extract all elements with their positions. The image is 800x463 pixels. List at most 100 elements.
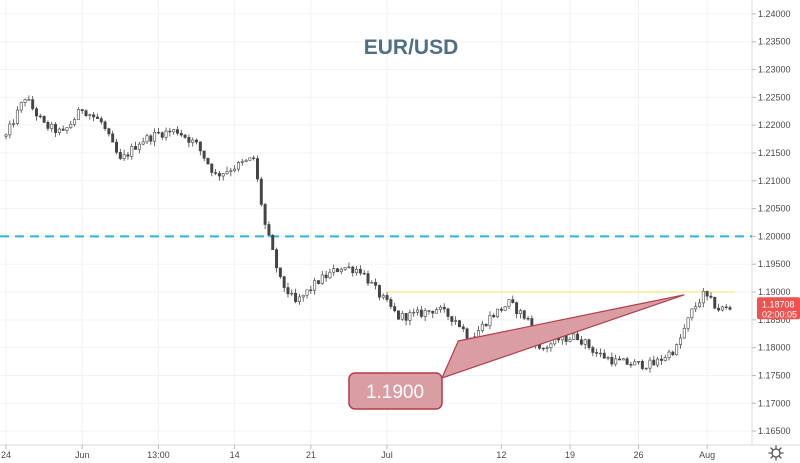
candle-up (320, 274, 324, 284)
candle-down (484, 323, 488, 327)
candle-up (583, 339, 587, 345)
candle-up (122, 154, 126, 159)
time-tick-label: 24 (1, 450, 11, 460)
candle-up (290, 292, 294, 295)
candle-down (179, 132, 183, 136)
candle-down (206, 157, 210, 165)
candle-up (343, 267, 347, 270)
candle-up (682, 328, 686, 339)
candle-up (667, 351, 671, 358)
candle-up (549, 343, 553, 348)
candle-down (717, 307, 721, 311)
price-tick-label: 1.22000 (758, 120, 791, 130)
candle-up (8, 123, 12, 136)
candle-down (526, 317, 530, 320)
candle-down (259, 178, 263, 205)
candle-up (313, 280, 317, 291)
candle-up (370, 282, 374, 284)
time-axis-ticks: 24 Jun 13:00 14 21 Jul 12 19 26 Aug (1, 445, 715, 460)
candle-up (76, 109, 80, 120)
candle-down (183, 134, 187, 138)
candle-down (217, 173, 221, 177)
candle-up (19, 102, 23, 111)
candle-up (545, 347, 549, 349)
candle-down (282, 276, 286, 288)
last-price-badge-bg (757, 297, 800, 320)
candle-up (141, 141, 145, 145)
candle-down (366, 273, 370, 284)
candle-down (397, 310, 400, 320)
candle-up (355, 268, 359, 274)
candle-up (69, 124, 73, 128)
candle-down (404, 313, 408, 321)
candle-up (698, 302, 701, 307)
candle-up (686, 317, 690, 329)
candle-up (678, 337, 682, 345)
price-tick-label: 1.18000 (758, 343, 791, 353)
candle-down (629, 364, 633, 366)
candle-down (256, 158, 259, 180)
candle-down (126, 154, 130, 157)
candle-down (195, 139, 199, 143)
candle-up (412, 311, 416, 314)
candle-down (95, 116, 99, 119)
candle-up (701, 290, 705, 304)
candle-down (461, 326, 465, 330)
price-tick-label: 1.19000 (758, 287, 791, 297)
candle-down (671, 351, 675, 355)
candle-down (511, 299, 515, 303)
candle-down (324, 274, 328, 279)
candle-up (633, 361, 637, 366)
candle-up (88, 114, 92, 116)
price-tick-label: 1.18500 (758, 315, 791, 325)
candle-down (618, 358, 621, 361)
candle-up (50, 123, 54, 129)
candle-up (221, 173, 225, 177)
candle-up (454, 320, 458, 322)
candle-down (35, 108, 38, 117)
candle-down (309, 289, 313, 291)
candle-up (301, 294, 305, 298)
candle-up (328, 271, 332, 279)
candle-up (507, 299, 511, 307)
candle-up (164, 130, 168, 138)
candle-down (187, 137, 191, 143)
candle-down (465, 328, 469, 339)
candle-down (358, 268, 362, 274)
candle-up (73, 119, 77, 125)
candle-up (400, 313, 404, 320)
candle-down (111, 133, 115, 143)
candle-down (705, 290, 709, 297)
price-tick-label: 1.20500 (758, 204, 791, 214)
last-price-value: 1.18708 (762, 299, 795, 309)
time-tick-label: 19 (565, 450, 575, 460)
candle-down (210, 163, 214, 173)
callout-box (348, 372, 443, 410)
candle-up (606, 357, 610, 359)
candle-down (99, 118, 103, 123)
candle-up (694, 306, 698, 310)
candle-down (286, 287, 290, 295)
last-price-badge: 1.18708 02:00:05 (757, 297, 800, 320)
time-tick-label: 21 (306, 450, 316, 460)
candle-up (172, 129, 176, 133)
candle-up (240, 161, 244, 163)
candle-down (336, 268, 339, 273)
candle-down (38, 115, 42, 118)
price-callout: 1.1900 (348, 294, 685, 410)
candle-down (576, 333, 580, 341)
candle-up (720, 306, 724, 311)
candle-down (175, 129, 179, 134)
candle-up (408, 312, 412, 321)
candle-up (648, 359, 652, 369)
candle-down (389, 299, 393, 307)
candle-up (27, 99, 31, 101)
candle-down (374, 282, 378, 286)
candle-down (92, 114, 96, 118)
candle-down (427, 310, 431, 312)
candle-down (595, 352, 599, 354)
candle-down (316, 280, 320, 284)
candle-up (568, 339, 572, 342)
settings-gear-icon[interactable] (768, 445, 784, 461)
